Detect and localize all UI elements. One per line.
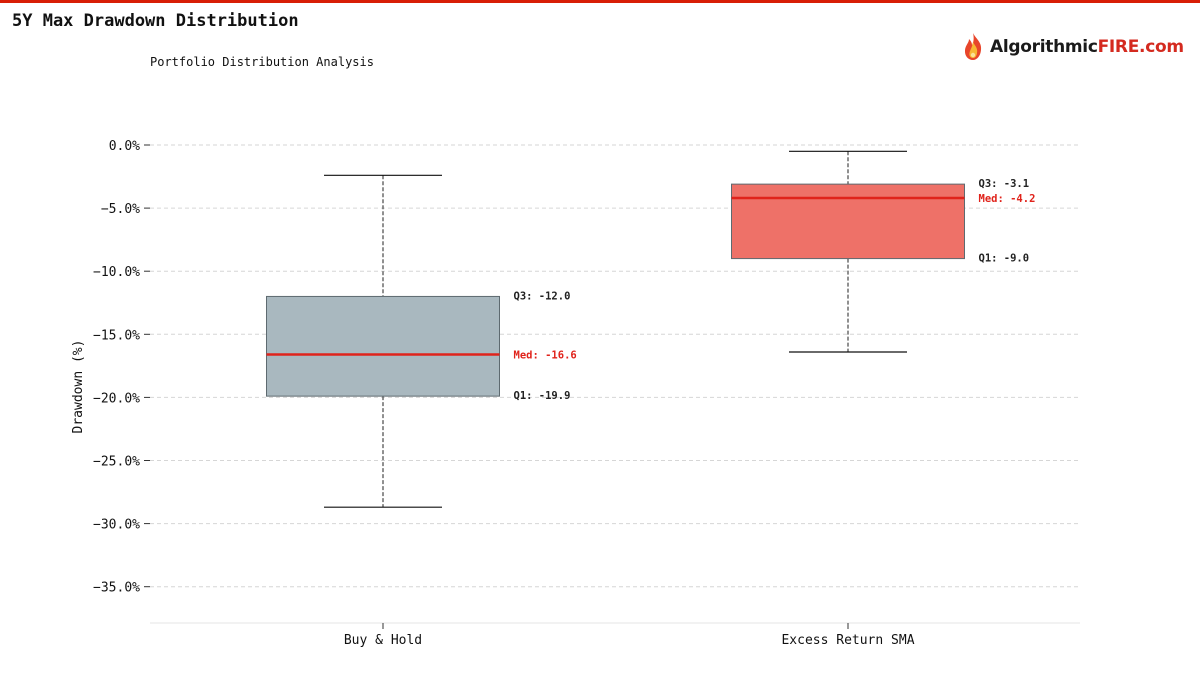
y-tick-label: −5.0% [101, 202, 140, 217]
y-tick-label: −25.0% [93, 455, 140, 470]
x-tick-label: Buy & Hold [344, 633, 422, 648]
median-label: Med: -4.2 [979, 193, 1036, 205]
flame-icon [964, 33, 982, 60]
q1-label: Q1: -19.9 [514, 390, 571, 402]
y-tick-label: −30.0% [93, 518, 140, 533]
median-label: Med: -16.6 [514, 349, 577, 361]
y-tick-label: −20.0% [93, 391, 140, 406]
box-iqr [266, 295, 500, 397]
y-tick-label: −10.0% [93, 265, 140, 280]
y-axis-label: Drawdown (%) [71, 340, 86, 434]
x-tick-label: Excess Return SMA [781, 633, 914, 648]
brand-name-part2: FIRE.com [1097, 37, 1184, 57]
box-iqr [731, 183, 965, 260]
q3-label: Q3: -12.0 [514, 290, 571, 302]
y-tick-label: −15.0% [93, 328, 140, 343]
q3-label: Q3: -3.1 [979, 178, 1030, 190]
chart-title: 5Y Max Drawdown Distribution [12, 11, 299, 31]
top-accent-bar [0, 0, 1200, 3]
brand-logo[interactable]: AlgorithmicFIRE.com [960, 30, 1184, 64]
chart-subtitle: Portfolio Distribution Analysis [150, 55, 374, 69]
y-tick-label: 0.0% [109, 139, 140, 154]
y-tick-label: −35.0% [93, 581, 140, 596]
brand-name-part1: Algorithmic [990, 37, 1098, 57]
q1-label: Q1: -9.0 [979, 253, 1030, 265]
